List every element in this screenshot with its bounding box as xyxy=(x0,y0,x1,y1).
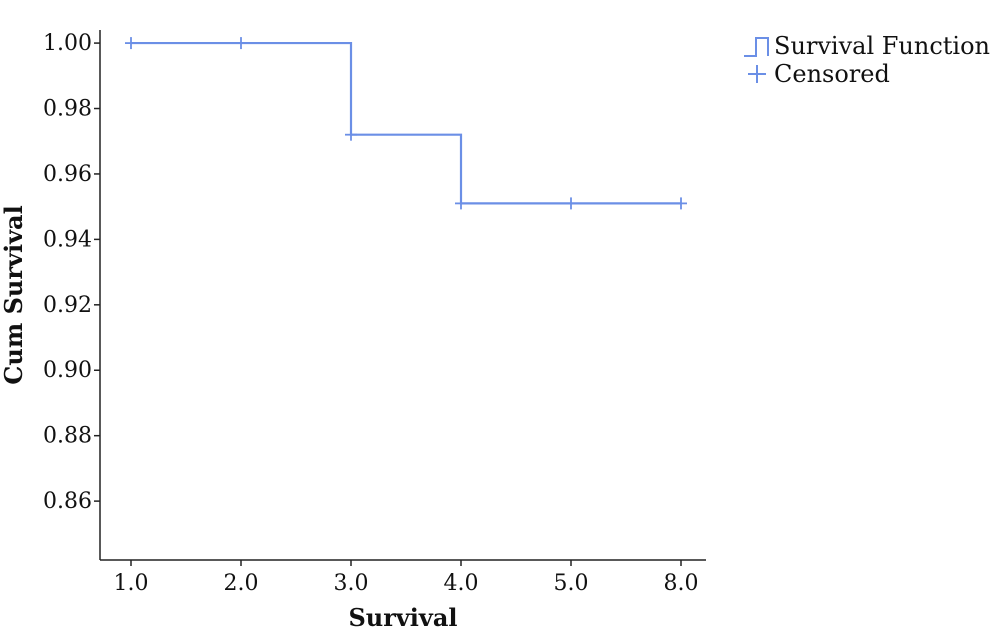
censored-marker xyxy=(675,197,687,210)
x-tick-label: 5.0 xyxy=(554,571,589,596)
x-tick-label: 4.0 xyxy=(444,571,479,596)
legend-label: Censored xyxy=(774,60,890,88)
axes xyxy=(99,30,706,561)
x-tick-label: 1.0 xyxy=(114,571,149,596)
y-tick-label: 0.98 xyxy=(43,97,92,122)
censored-marker xyxy=(345,128,357,141)
y-axis-ticks: 1.00 0.98 0.96 0.94 0.92 0.90 0.88 0.86 xyxy=(43,31,100,514)
y-tick-label: 0.86 xyxy=(43,489,92,514)
x-tick-label: 3.0 xyxy=(334,571,369,596)
y-tick-label: 0.90 xyxy=(43,358,92,383)
x-tick-label: 8.0 xyxy=(664,571,699,596)
y-tick-label: 1.00 xyxy=(43,31,92,56)
y-tick-label: 0.96 xyxy=(43,162,92,187)
y-axis-title: Cum Survival xyxy=(0,205,28,384)
censored-marker xyxy=(455,197,467,210)
censored-marker xyxy=(565,197,577,210)
legend-label: Survival Function xyxy=(774,32,990,60)
plot-series xyxy=(125,37,687,210)
legend-step-icon xyxy=(744,37,769,57)
x-axis-ticks: 1.0 2.0 3.0 4.0 5.0 8.0 xyxy=(114,560,699,596)
y-tick-label: 0.94 xyxy=(43,227,92,252)
censored-marker xyxy=(235,37,247,50)
survival-function-line xyxy=(131,41,681,205)
censored-marker xyxy=(125,37,137,50)
x-axis-title: Survival xyxy=(348,603,457,632)
y-tick-label: 0.92 xyxy=(43,293,92,318)
y-tick-label: 0.88 xyxy=(43,424,92,449)
x-tick-label: 2.0 xyxy=(224,571,259,596)
